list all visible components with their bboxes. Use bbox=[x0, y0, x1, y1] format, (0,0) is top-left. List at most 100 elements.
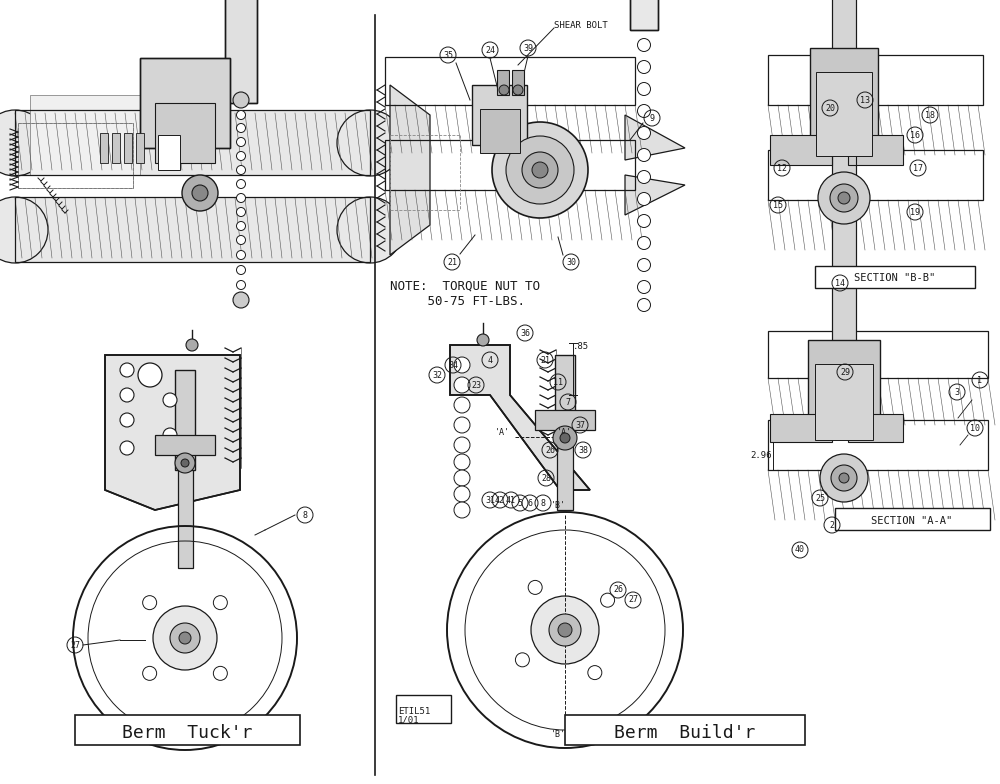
Bar bbox=[835, 508, 990, 530]
Text: 'A': 'A' bbox=[557, 427, 572, 437]
Text: 3: 3 bbox=[954, 387, 960, 397]
Circle shape bbox=[454, 470, 470, 486]
Bar bbox=[178, 470, 193, 568]
Circle shape bbox=[492, 122, 588, 218]
Circle shape bbox=[237, 235, 246, 245]
Text: 6: 6 bbox=[528, 499, 532, 507]
Circle shape bbox=[237, 208, 246, 216]
Circle shape bbox=[143, 666, 157, 681]
Text: 39: 39 bbox=[523, 43, 533, 53]
Circle shape bbox=[638, 237, 650, 249]
Circle shape bbox=[163, 428, 177, 442]
Circle shape bbox=[337, 197, 403, 263]
Text: 41: 41 bbox=[506, 495, 516, 504]
Circle shape bbox=[143, 596, 157, 610]
Text: 1/01: 1/01 bbox=[398, 716, 420, 724]
Circle shape bbox=[237, 151, 246, 161]
Bar bbox=[175, 370, 195, 470]
Bar bbox=[480, 109, 520, 153]
Circle shape bbox=[454, 397, 470, 413]
Text: 34: 34 bbox=[448, 361, 458, 369]
Circle shape bbox=[638, 299, 650, 311]
Circle shape bbox=[638, 38, 650, 52]
Text: Berm  Build'r: Berm Build'r bbox=[614, 724, 756, 742]
Bar bbox=[15, 110, 370, 175]
Text: 26: 26 bbox=[613, 586, 623, 594]
Circle shape bbox=[237, 194, 246, 202]
Text: 'B': 'B' bbox=[550, 501, 566, 510]
Text: 'A': 'A' bbox=[495, 427, 510, 437]
Text: 19: 19 bbox=[910, 208, 920, 216]
Circle shape bbox=[454, 486, 470, 502]
Circle shape bbox=[638, 170, 650, 183]
Text: 29: 29 bbox=[840, 368, 850, 376]
Circle shape bbox=[454, 357, 470, 373]
Text: 17: 17 bbox=[913, 164, 923, 172]
Bar bbox=[15, 110, 370, 175]
Text: 26: 26 bbox=[545, 445, 555, 455]
Circle shape bbox=[638, 281, 650, 293]
Circle shape bbox=[839, 473, 849, 483]
Circle shape bbox=[237, 222, 246, 230]
Bar bbox=[832, 0, 856, 90]
Circle shape bbox=[237, 266, 246, 274]
Polygon shape bbox=[625, 175, 685, 215]
Text: 31: 31 bbox=[485, 495, 495, 504]
Circle shape bbox=[499, 85, 509, 95]
Text: 25: 25 bbox=[815, 493, 825, 503]
Text: 23: 23 bbox=[471, 380, 481, 390]
Bar bbox=[158, 135, 180, 170]
Text: SECTION "B-B": SECTION "B-B" bbox=[854, 273, 936, 283]
Circle shape bbox=[179, 632, 191, 644]
Text: 'B': 'B' bbox=[550, 730, 566, 739]
Circle shape bbox=[153, 606, 217, 670]
Circle shape bbox=[638, 215, 650, 227]
Bar bbox=[155, 435, 215, 455]
Circle shape bbox=[237, 180, 246, 188]
Text: 12: 12 bbox=[777, 164, 787, 172]
Polygon shape bbox=[625, 115, 685, 160]
Bar bbox=[630, 0, 658, 30]
Bar bbox=[848, 135, 903, 165]
Text: 20: 20 bbox=[825, 103, 835, 112]
Bar bbox=[30, 95, 140, 175]
Bar bbox=[136, 133, 144, 163]
Circle shape bbox=[237, 111, 246, 119]
Bar bbox=[768, 331, 988, 378]
Bar bbox=[815, 266, 975, 288]
Circle shape bbox=[638, 126, 650, 140]
Circle shape bbox=[192, 185, 208, 201]
Text: 5: 5 bbox=[518, 499, 522, 507]
Text: Berm  Tuck'r: Berm Tuck'r bbox=[122, 724, 252, 742]
Text: 7: 7 bbox=[566, 397, 570, 406]
Circle shape bbox=[549, 614, 581, 646]
Bar bbox=[832, 0, 856, 90]
Circle shape bbox=[560, 433, 570, 443]
Bar bbox=[848, 414, 903, 442]
Text: 40: 40 bbox=[795, 546, 805, 554]
Circle shape bbox=[638, 148, 650, 162]
Circle shape bbox=[170, 623, 200, 653]
Circle shape bbox=[454, 502, 470, 518]
Circle shape bbox=[120, 413, 134, 427]
Bar bbox=[124, 133, 132, 163]
Bar bbox=[768, 420, 988, 470]
Circle shape bbox=[638, 60, 650, 74]
Text: 8: 8 bbox=[540, 499, 546, 507]
Circle shape bbox=[454, 437, 470, 453]
Text: 21: 21 bbox=[540, 355, 550, 365]
Circle shape bbox=[237, 124, 246, 132]
Bar bbox=[497, 70, 509, 95]
Bar bbox=[770, 135, 832, 165]
Circle shape bbox=[120, 363, 134, 377]
Circle shape bbox=[175, 453, 195, 473]
Text: 9: 9 bbox=[650, 114, 654, 122]
Circle shape bbox=[163, 393, 177, 407]
Circle shape bbox=[838, 192, 850, 204]
Circle shape bbox=[506, 136, 574, 204]
Bar bbox=[15, 197, 370, 262]
Bar bbox=[472, 85, 527, 145]
Polygon shape bbox=[390, 85, 430, 255]
Bar bbox=[816, 72, 872, 156]
Circle shape bbox=[558, 623, 572, 637]
